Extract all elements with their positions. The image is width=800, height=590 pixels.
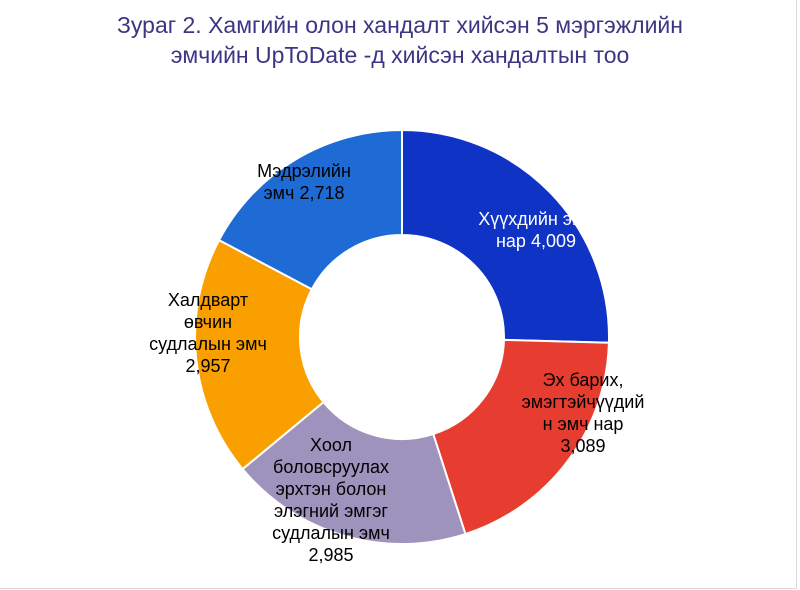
data-label-obgyn: Эх барих, эмэгтэйчүүдий н эмч нар 3,089: [522, 370, 645, 456]
data-label-line: н эмч нар: [543, 414, 624, 434]
data-label-line: нар 4,009: [496, 231, 576, 251]
data-label-line: Эх барих,: [543, 370, 624, 390]
chart-title-line-1: Зураг 2. Хамгийн олон хандалт хийсэн 5 м…: [117, 12, 683, 38]
data-label-line: Халдварт: [168, 290, 248, 310]
data-label-line: боловсруулах: [273, 457, 389, 477]
data-label-gastro: Хоол боловсруулах эрхтэн болон элэгний эмгэ…: [272, 435, 390, 565]
data-label-line: 3,089: [560, 436, 605, 456]
chart-title: Зураг 2. Хамгийн олон хандалт хийсэн 5 м…: [0, 10, 800, 70]
data-label-infectious: Халдварт өвчин судлалын эмч 2,957: [149, 290, 267, 376]
slice-infectious: [194, 238, 325, 471]
data-label-line: 2,985: [308, 545, 353, 565]
slice-neurology: [217, 128, 403, 291]
data-label-line: эмч 2,718: [264, 183, 345, 203]
data-label-line: эрхтэн болон: [276, 479, 387, 499]
slice-pediatrics: [401, 128, 610, 344]
donut-labels: Хүүхдийн эмч нар 4,009 Эх барих, эмэгтэйчүү…: [149, 161, 644, 565]
data-label-pediatrics: Хүүхдийн эмч нар 4,009: [478, 209, 594, 251]
data-label-line: элэгний эмгэг: [274, 501, 388, 521]
slice-gastro: [241, 400, 467, 545]
data-label-line: эмэгтэйчүүдий: [522, 392, 645, 412]
data-label-neurology: Мэдрэлийн эмч 2,718: [257, 161, 351, 203]
donut-slices: [194, 128, 610, 545]
data-label-line: судлалын эмч: [272, 523, 390, 543]
data-label-line: өвчин: [184, 312, 232, 332]
data-label-line: Хоол: [310, 435, 352, 455]
data-label-line: Хүүхдийн эмч: [478, 209, 594, 229]
data-label-line: судлалын эмч: [149, 334, 267, 354]
data-label-line: 2,957: [185, 356, 230, 376]
chart-title-line-2: эмчийн UpToDate -д хийсэн хандалтын тоо: [170, 42, 630, 68]
slice-obgyn: [431, 338, 610, 536]
data-label-line: Мэдрэлийн: [257, 161, 351, 181]
